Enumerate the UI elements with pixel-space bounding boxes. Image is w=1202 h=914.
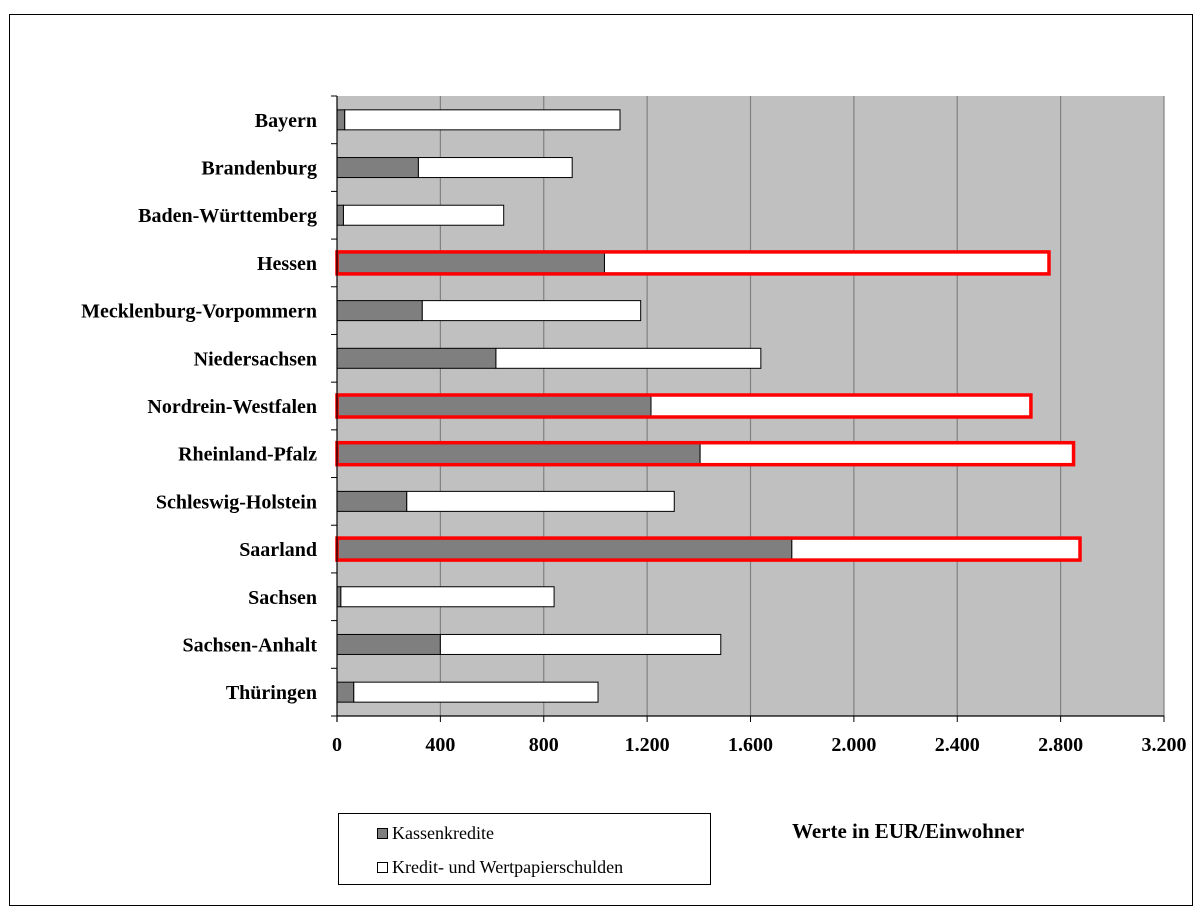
bar-kreditschulden-11 xyxy=(439,633,722,655)
legend: Kassenkredite Kredit- und Wertpapierschu… xyxy=(338,813,711,885)
x-tick-label-4: 1.600 xyxy=(728,734,773,756)
x-tick-label-0: 0 xyxy=(332,734,342,756)
bar-kassenkredite-0 xyxy=(336,109,346,131)
bar-kreditschulden-7 xyxy=(699,443,1075,465)
legend-item-kassenkredite: Kassenkredite xyxy=(377,821,494,845)
bar-kreditschulden-0 xyxy=(344,109,621,131)
units-annotation: Werte in EUR/Einwohner xyxy=(792,819,1025,843)
legend-item-kreditschulden: Kredit- und Wertpapierschulden xyxy=(377,855,623,879)
category-label-4: Mecklenburg-Vorpommern xyxy=(81,301,317,323)
bar-kreditschulden-12 xyxy=(353,681,599,703)
category-label-3: Hessen xyxy=(257,253,317,275)
bar-kreditschulden-5 xyxy=(495,347,762,369)
legend-swatch-kassenkredite xyxy=(377,827,388,839)
category-label-7: Rheinland-Pfalz xyxy=(178,444,317,466)
x-tick-label-1: 400 xyxy=(425,734,455,756)
bar-kreditschulden-10 xyxy=(340,586,555,608)
x-tick-label-8: 3.200 xyxy=(1142,734,1187,756)
bar-kassenkredite-12 xyxy=(336,681,355,703)
legend-label-kassenkredite: Kassenkredite xyxy=(392,822,494,843)
category-label-11: Sachsen-Anhalt xyxy=(183,634,318,656)
x-tick-label-3: 1.200 xyxy=(625,734,670,756)
bar-kreditschulden-1 xyxy=(417,157,573,179)
bar-kassenkredite-2 xyxy=(336,204,344,226)
x-tick-label-7: 2.800 xyxy=(1038,734,1083,756)
bar-kassenkredite-6 xyxy=(336,395,652,417)
bar-kassenkredite-1 xyxy=(336,157,419,179)
category-label-1: Brandenburg xyxy=(201,158,317,180)
bar-kassenkredite-5 xyxy=(336,347,497,369)
x-tick-label-2: 800 xyxy=(529,734,559,756)
bar-kreditschulden-6 xyxy=(650,395,1032,417)
bar-kreditschulden-3 xyxy=(603,252,1050,274)
category-label-12: Thüringen xyxy=(226,682,317,704)
bar-kreditschulden-9 xyxy=(791,538,1081,560)
x-tick-label-5: 2.000 xyxy=(831,734,876,756)
legend-swatch-kreditschulden xyxy=(377,861,388,873)
bar-kassenkredite-3 xyxy=(336,252,605,274)
legend-label-kreditschulden: Kredit- und Wertpapierschulden xyxy=(392,856,624,877)
category-label-0: Bayern xyxy=(255,110,317,132)
bar-kassenkredite-9 xyxy=(336,538,793,560)
bar-kassenkredite-8 xyxy=(336,490,408,512)
bar-kassenkredite-4 xyxy=(336,300,423,322)
category-label-9: Saarland xyxy=(239,539,317,561)
bar-kreditschulden-4 xyxy=(421,300,642,322)
category-label-2: Baden-Württemberg xyxy=(138,205,317,227)
category-label-6: Nordrein-Westfalen xyxy=(147,396,317,418)
category-label-8: Schleswig-Holstein xyxy=(156,491,317,513)
bar-kreditschulden-8 xyxy=(406,490,675,512)
category-label-10: Sachsen xyxy=(248,587,317,609)
category-label-5: Niedersachsen xyxy=(194,348,317,370)
bar-kassenkredite-7 xyxy=(336,443,701,465)
x-tick-label-6: 2.400 xyxy=(935,734,980,756)
bar-kassenkredite-11 xyxy=(336,633,441,655)
bar-kreditschulden-2 xyxy=(342,204,505,226)
